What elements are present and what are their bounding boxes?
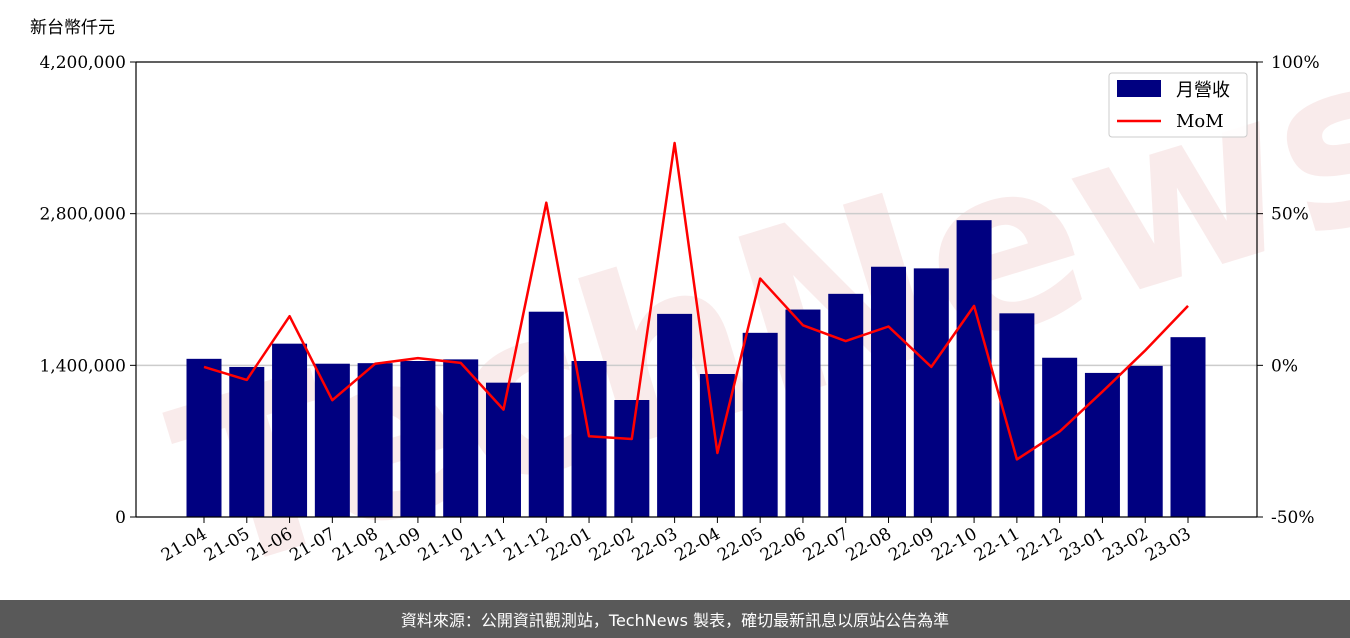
bar bbox=[614, 400, 650, 517]
line-series bbox=[203, 141, 1189, 461]
bar bbox=[186, 358, 222, 517]
bar bbox=[1127, 365, 1163, 517]
unit-label: 新台幣仟元 bbox=[30, 18, 115, 38]
bar-series bbox=[186, 220, 1206, 517]
bar bbox=[400, 361, 436, 517]
chart: TechNews 新台幣仟元 01,400,0002,800,0004,200,… bbox=[30, 0, 1350, 600]
x-tick-label: 22-07 bbox=[800, 524, 852, 566]
bar bbox=[272, 343, 308, 517]
bar bbox=[443, 359, 479, 517]
right-tick-label: 0% bbox=[1271, 356, 1298, 376]
bar bbox=[357, 363, 393, 517]
bar bbox=[1170, 337, 1206, 517]
left-tick-label: 2,800,000 bbox=[39, 205, 126, 225]
x-tick-label: 22-01 bbox=[543, 524, 595, 566]
bar bbox=[485, 382, 521, 517]
x-tick-label: 22-12 bbox=[1014, 524, 1066, 566]
bar bbox=[657, 313, 693, 517]
legend-swatch-bar bbox=[1117, 80, 1161, 97]
legend-label-bar: 月營收 bbox=[1176, 80, 1230, 101]
x-tick-label: 22-09 bbox=[885, 524, 937, 566]
bar bbox=[828, 293, 864, 517]
mom-line bbox=[203, 141, 1189, 461]
bar bbox=[229, 366, 265, 517]
right-tick-label: 50% bbox=[1271, 205, 1309, 225]
x-tick-label: 23-01 bbox=[1056, 524, 1108, 566]
x-tick-label: 22-11 bbox=[971, 524, 1023, 566]
footer-source: 資料來源：公開資訊觀測站，TechNews 製表，確切最新訊息以原站公告為準 bbox=[0, 600, 1350, 638]
right-y-axis-ticks: -50% 0% 50% 100% bbox=[1257, 53, 1320, 528]
bar bbox=[913, 268, 949, 517]
x-tick-label: 22-08 bbox=[843, 524, 895, 566]
x-tick-label: 23-03 bbox=[1142, 524, 1194, 566]
legend: 月營收 MoM bbox=[1108, 72, 1248, 138]
bar bbox=[785, 309, 821, 517]
axes bbox=[135, 61, 1258, 518]
left-tick-label: 4,200,000 bbox=[39, 53, 126, 73]
right-tick-label: -50% bbox=[1271, 508, 1315, 528]
bar bbox=[956, 220, 992, 517]
x-tick-label: 22-04 bbox=[671, 524, 723, 566]
bar bbox=[314, 363, 350, 517]
bar bbox=[871, 266, 907, 517]
x-tick-label: 22-10 bbox=[928, 524, 980, 566]
x-tick-label: 22-05 bbox=[714, 524, 766, 566]
bar bbox=[1084, 372, 1120, 517]
bar bbox=[571, 361, 607, 517]
right-tick-label: 100% bbox=[1271, 53, 1320, 73]
x-tick-label: 21-04 bbox=[158, 524, 210, 566]
left-tick-label: 1,400,000 bbox=[39, 356, 126, 376]
x-tick-label: 23-02 bbox=[1099, 524, 1151, 566]
bar bbox=[742, 332, 778, 517]
x-tick-label: 22-06 bbox=[757, 524, 809, 566]
legend-label-line: MoM bbox=[1176, 111, 1224, 132]
x-tick-label: 22-03 bbox=[629, 524, 681, 566]
x-tick-label: 22-02 bbox=[586, 524, 638, 566]
left-y-axis-ticks: 0 1,400,000 2,800,000 4,200,000 bbox=[39, 53, 136, 528]
bar bbox=[528, 311, 564, 517]
bar bbox=[1042, 357, 1078, 517]
left-tick-label: 0 bbox=[115, 508, 126, 528]
